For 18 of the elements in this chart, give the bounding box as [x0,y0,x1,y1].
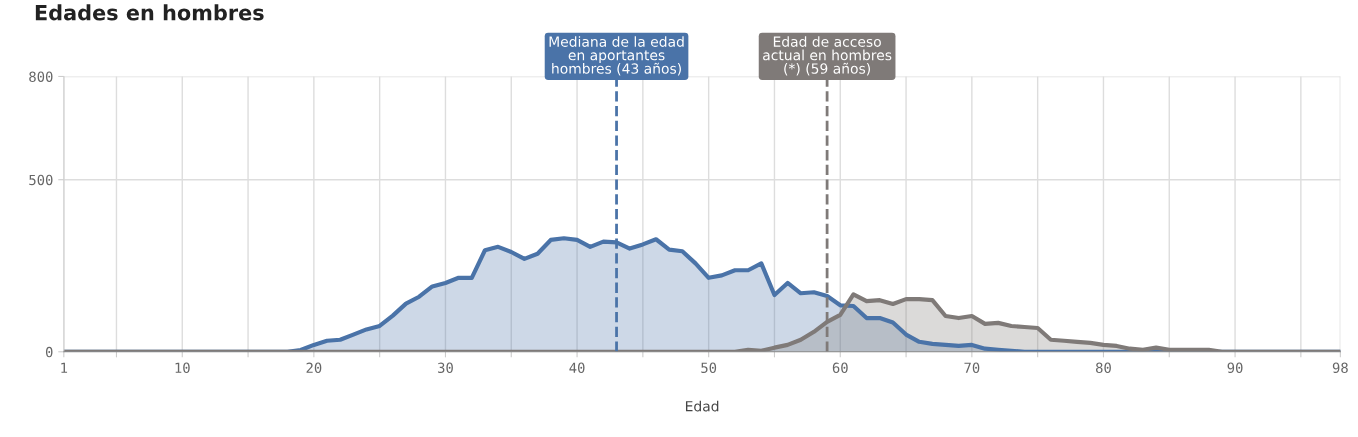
y-tick-label: 800 [29,71,53,82]
x-axis-title: Edad [685,400,719,412]
y-tick-label: 0 [45,346,53,358]
x-tick-label: 30 [438,362,453,374]
y-tick-label: 500 [29,174,53,186]
x-tick-label: 50 [701,362,717,374]
x-tick-label: 60 [832,362,848,374]
x-tick-label: 10 [175,362,190,374]
x-tick-label: 90 [1227,362,1243,374]
ref-line-label: Mediana de la edad en aportantes hombres (43 años) [549,36,684,76]
x-tick-label: 98 [1332,362,1348,374]
chart-title: Edades en hombres [35,4,264,21]
x-tick-label: 80 [1095,362,1111,374]
x-tick-label: 1 [61,362,68,373]
ref-line-label: Edad de acceso actual en hombres (*) (59 años) [763,36,892,76]
x-tick-label: 70 [964,362,980,374]
x-tick-label: 20 [306,362,322,374]
x-tick-label: 40 [569,362,585,374]
